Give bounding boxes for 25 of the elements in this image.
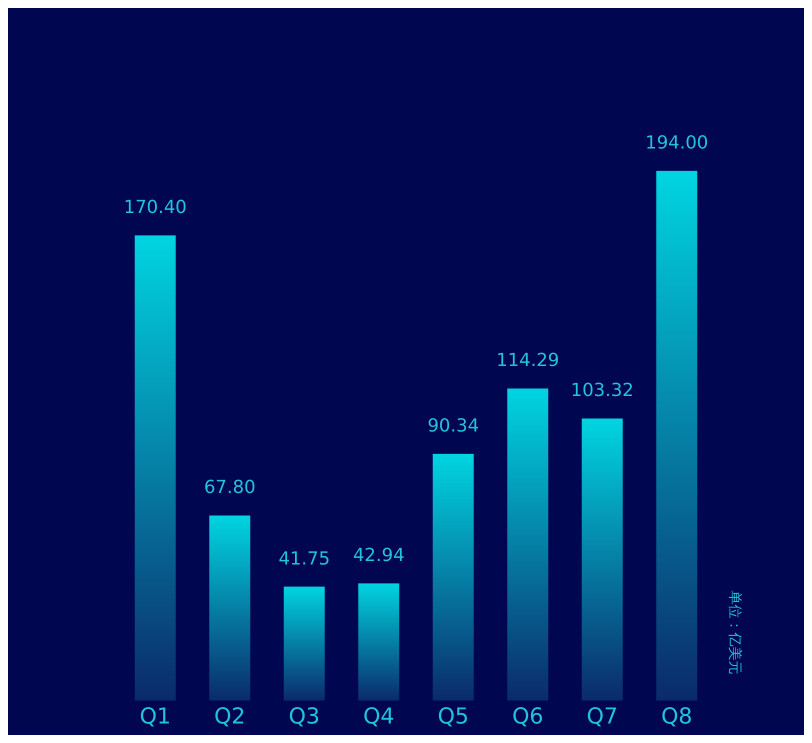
bar xyxy=(134,235,176,701)
bar xyxy=(656,170,698,701)
data-label: 67.80 xyxy=(204,477,256,498)
bar xyxy=(284,586,325,701)
bar xyxy=(507,388,548,701)
x-tick-label: Q5 xyxy=(438,704,469,730)
x-tick-label: Q1 xyxy=(140,704,171,730)
data-label: 90.34 xyxy=(427,416,480,437)
data-label: 170.40 xyxy=(124,197,187,218)
bar xyxy=(358,583,400,701)
x-tick-label: Q7 xyxy=(586,704,618,730)
x-tick-label: Q3 xyxy=(288,704,320,730)
bar xyxy=(582,418,623,701)
data-label: 114.29 xyxy=(496,350,560,372)
x-tick-label: Q6 xyxy=(512,704,544,730)
bar xyxy=(209,515,250,701)
data-label: 194.00 xyxy=(645,132,708,154)
data-label: 41.75 xyxy=(278,548,330,570)
text: 单位：亿美元 xyxy=(726,590,742,675)
bar xyxy=(432,454,474,701)
x-tick-label: Q2 xyxy=(214,704,246,730)
x-tick-label: Q8 xyxy=(661,704,692,730)
x-tick-label: Q4 xyxy=(363,704,394,730)
data-label: 42.94 xyxy=(352,545,405,566)
data-label: 103.32 xyxy=(570,380,634,402)
